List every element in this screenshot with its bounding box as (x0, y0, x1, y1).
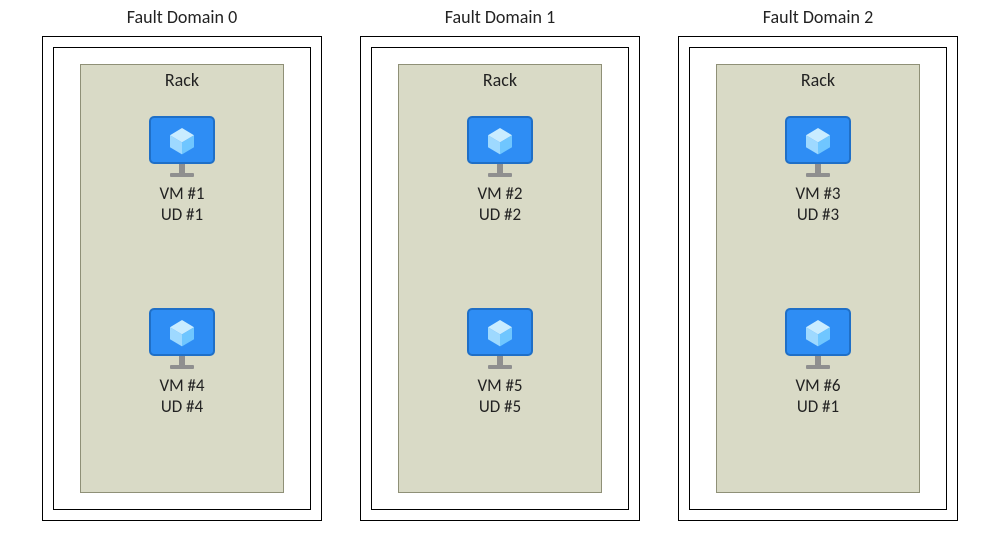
vm-block: VM #6 UD #1 (717, 305, 919, 418)
vm-block: VM #3 UD #3 (717, 113, 919, 226)
vm-monitor-icon (146, 305, 218, 371)
ud-label: UD #1 (81, 204, 283, 225)
vm-monitor-icon (464, 305, 536, 371)
fault-domain-title: Fault Domain 0 (42, 6, 322, 28)
fault-domain-inner: Rack VM #3 UD #3 VM #6 UD #1 (689, 47, 947, 510)
vm-block: VM #1 UD #1 (81, 113, 283, 226)
rack: Rack VM #1 UD #1 VM #4 UD #4 (80, 64, 284, 493)
fault-domain-title: Fault Domain 2 (678, 6, 958, 28)
diagram-canvas: Fault Domain 0 Rack VM #1 UD #1 VM #4 UD… (0, 0, 990, 533)
fault-domain-inner: Rack VM #2 UD #2 VM #5 UD #5 (371, 47, 629, 510)
vm-block: VM #2 UD #2 (399, 113, 601, 226)
vm-label: VM #3 (717, 183, 919, 204)
fault-domain-inner: Rack VM #1 UD #1 VM #4 UD #4 (53, 47, 311, 510)
vm-label: VM #1 (81, 183, 283, 204)
ud-label: UD #4 (81, 396, 283, 417)
rack-label: Rack (717, 69, 919, 91)
rack: Rack VM #3 UD #3 VM #6 UD #1 (716, 64, 920, 493)
rack-label: Rack (399, 69, 601, 91)
vm-label: VM #4 (81, 375, 283, 396)
vm-block: VM #4 UD #4 (81, 305, 283, 418)
vm-block: VM #5 UD #5 (399, 305, 601, 418)
ud-label: UD #5 (399, 396, 601, 417)
vm-monitor-icon (782, 113, 854, 179)
fault-domain-title: Fault Domain 1 (360, 6, 640, 28)
vm-label: VM #5 (399, 375, 601, 396)
ud-label: UD #3 (717, 204, 919, 225)
vm-label: VM #2 (399, 183, 601, 204)
vm-monitor-icon (464, 113, 536, 179)
vm-monitor-icon (782, 305, 854, 371)
fault-domain-outer: Rack VM #1 UD #1 VM #4 UD #4 (42, 36, 322, 521)
vm-monitor-icon (146, 113, 218, 179)
rack: Rack VM #2 UD #2 VM #5 UD #5 (398, 64, 602, 493)
fault-domain-outer: Rack VM #2 UD #2 VM #5 UD #5 (360, 36, 640, 521)
rack-label: Rack (81, 69, 283, 91)
ud-label: UD #1 (717, 396, 919, 417)
vm-label: VM #6 (717, 375, 919, 396)
fault-domain-outer: Rack VM #3 UD #3 VM #6 UD #1 (678, 36, 958, 521)
ud-label: UD #2 (399, 204, 601, 225)
